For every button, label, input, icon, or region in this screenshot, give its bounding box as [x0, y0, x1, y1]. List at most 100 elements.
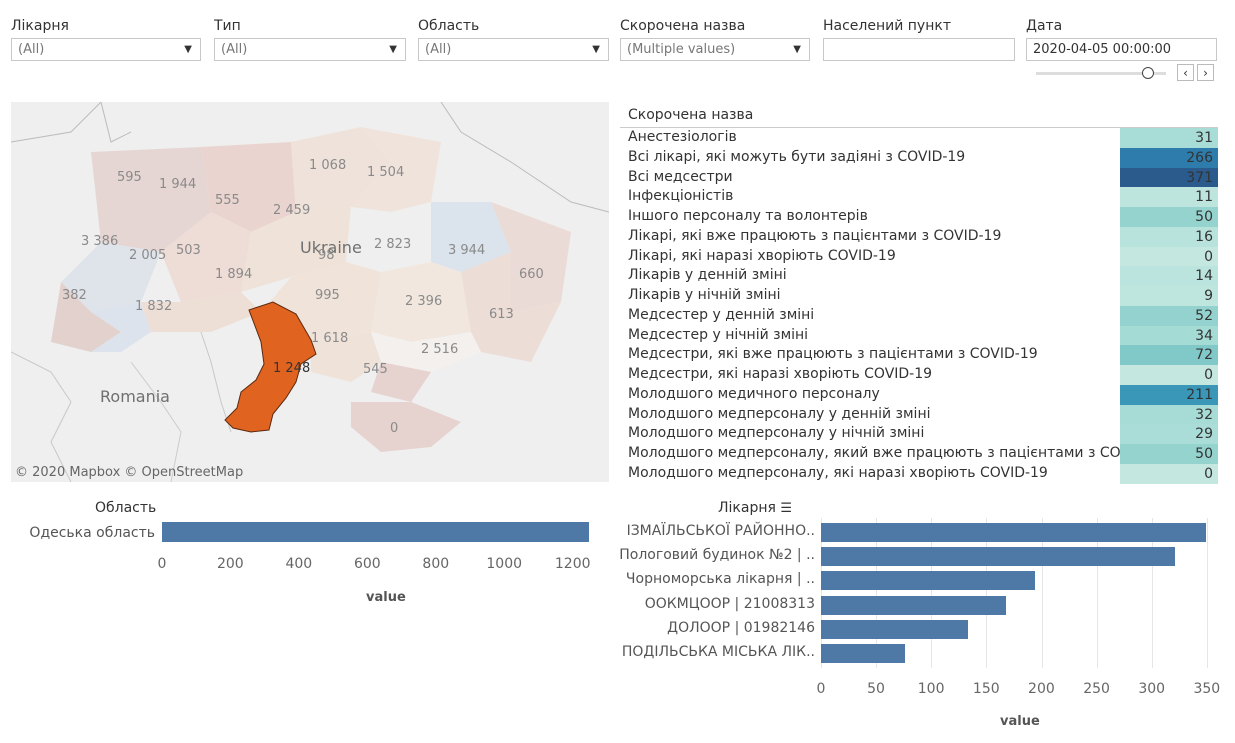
table-row[interactable]: Всі лікарі, які можуть бути задіяні з CO…: [620, 147, 1218, 168]
date-next-button[interactable]: ›: [1197, 64, 1214, 81]
bar-label: ПОДІЛЬСЬКА МІСЬКА ЛІК..: [621, 644, 815, 660]
row-label: Лікарі, які вже працюють з пацієнтами з …: [628, 227, 1002, 244]
row-value: 371: [1120, 167, 1218, 188]
row-label: Анестезіологів: [628, 129, 737, 145]
map-value-label: 1 248: [273, 361, 311, 376]
filter-date: Дата 2020-04-05 00:00:00: [1026, 16, 1217, 61]
map-graphic: [11, 102, 609, 482]
table-row[interactable]: Молодшого медперсоналу, які наразі хворі…: [620, 463, 1218, 484]
filter-hospital: Лікарня (All) ▼: [11, 16, 201, 61]
x-tick-label: 50: [867, 681, 885, 697]
row-value: 32: [1120, 404, 1218, 425]
x-tick-label: 100: [917, 681, 945, 697]
table-row[interactable]: Молодшого медперсоналу, який вже працюют…: [620, 444, 1218, 464]
x-tick-label: 0: [816, 681, 826, 697]
map-value-label: 1 944: [159, 177, 197, 192]
filter-short-name: Скорочена назва (Multiple values) ▼: [620, 16, 810, 61]
staff-table: Анестезіологів 31 Всі лікарі, які можуть б…: [620, 127, 1218, 484]
bar-label: Чорноморська лікарня | ..: [625, 571, 815, 588]
table-row[interactable]: Медсестер у нічній зміні 34: [620, 325, 1218, 346]
x-tick-label: 0: [157, 556, 167, 572]
gridline: [986, 518, 988, 668]
region-chart-xlabel: value: [366, 590, 406, 605]
bar[interactable]: [821, 644, 905, 663]
row-value: 50: [1120, 444, 1218, 464]
row-label: Лікарів у денній зміні: [628, 267, 787, 284]
bar-label: Одеська область: [29, 525, 155, 541]
row-label: Всі медсестри: [628, 168, 733, 185]
date-input[interactable]: 2020-04-05 00:00:00: [1026, 38, 1217, 61]
date-prev-button[interactable]: ‹: [1177, 64, 1194, 81]
map-copyright[interactable]: © 2020 Mapbox © OpenStreetMap: [15, 465, 244, 480]
date-slider-handle[interactable]: [1142, 67, 1154, 79]
bar[interactable]: [162, 522, 590, 542]
bar[interactable]: [821, 523, 1206, 542]
date-slider[interactable]: [1036, 67, 1166, 79]
short-name-select[interactable]: (Multiple values) ▼: [620, 38, 810, 61]
table-row[interactable]: Молодшого медперсоналу у нічній зміні 29: [620, 424, 1218, 444]
row-label: Молодшого медперсоналу, які наразі хворі…: [628, 464, 1048, 481]
row-value: 14: [1120, 266, 1218, 286]
map-value-label: 1 504: [367, 165, 405, 180]
table-row[interactable]: Лікарів у денній зміні 14: [620, 266, 1218, 286]
chevron-down-icon: ▼: [389, 44, 397, 55]
type-select[interactable]: (All) ▼: [214, 38, 406, 61]
table-row[interactable]: Всі медсестри 371: [620, 167, 1218, 188]
row-value: 31: [1120, 128, 1218, 148]
map-country-label: Romania: [100, 387, 170, 406]
hospital-select[interactable]: (All) ▼: [11, 38, 201, 61]
chevron-down-icon: ▼: [793, 44, 801, 55]
x-tick-label: 600: [353, 556, 381, 572]
map-value-label: 1 618: [311, 331, 349, 346]
bar-label: Пологовий будинок №2 | ..: [619, 547, 815, 564]
row-value: 52: [1120, 305, 1218, 326]
map-value-label: 595: [117, 170, 142, 185]
map-value-label: 2 396: [405, 294, 443, 309]
table-row[interactable]: Лікарі, які вже працюють з пацієнтами з …: [620, 226, 1218, 247]
row-value: 34: [1120, 325, 1218, 346]
map-value-label: 2 516: [421, 342, 459, 357]
map-value-label: 3 386: [81, 234, 119, 249]
row-label: Молодшого медичного персоналу: [628, 385, 880, 402]
row-value: 16: [1120, 226, 1218, 247]
map-value-label: 3 944: [448, 243, 486, 258]
map-value-label: 2 005: [129, 248, 167, 263]
row-label: Молодшого медперсоналу у денній зміні: [628, 405, 931, 422]
row-label: Медсестер у денній зміні: [628, 306, 815, 323]
table-row[interactable]: Анестезіологів 31: [620, 128, 1218, 148]
table-row[interactable]: Медсестри, які наразі хворіють COVID-19 0: [620, 365, 1218, 385]
row-value: 0: [1120, 463, 1218, 484]
x-tick-label: 800: [422, 556, 450, 572]
gridline: [931, 518, 933, 668]
table-row[interactable]: Іншого персоналу та волонтерів 50: [620, 207, 1218, 227]
row-value: 29: [1120, 424, 1218, 444]
ukraine-map[interactable]: Ukraine Romania 595 1 944 1 068 1 504 55…: [11, 102, 609, 482]
table-row[interactable]: Лікарів у нічній зміні 9: [620, 286, 1218, 306]
x-tick-label: 200: [216, 556, 244, 572]
bar[interactable]: [821, 547, 1175, 567]
region-select[interactable]: (All) ▼: [418, 38, 609, 61]
bar[interactable]: [821, 595, 1007, 615]
table-row[interactable]: Медсестер у денній зміні 52: [620, 305, 1218, 326]
row-value: 266: [1120, 147, 1218, 168]
bar[interactable]: [821, 571, 1035, 591]
filter-region: Область (All) ▼: [418, 16, 609, 61]
gridline: [1151, 518, 1153, 668]
table-row[interactable]: Лікарі, які наразі хворіють COVID-19 0: [620, 246, 1218, 267]
table-row[interactable]: Молодшого медперсоналу у денній зміні 32: [620, 404, 1218, 425]
map-value-label: 2 823: [374, 237, 412, 252]
filter-settlement: Населений пункт: [823, 16, 1015, 61]
bar-label: ІЗМАЇЛЬСЬКОЇ РАЙОННО..: [626, 523, 815, 539]
bar[interactable]: [821, 619, 968, 639]
map-value-label: 1 068: [309, 158, 347, 173]
table-row[interactable]: Інфекціоністів 11: [620, 187, 1218, 207]
map-value-label: 660: [519, 267, 544, 282]
sort-descending-icon[interactable]: ☰: [780, 501, 793, 516]
map-value-label: 555: [215, 193, 240, 208]
settlement-input[interactable]: [823, 38, 1015, 61]
filter-label: Тип: [214, 18, 241, 34]
hospital-chart-header: Лікарня ☰: [718, 500, 793, 516]
table-row[interactable]: Медсестри, які вже працюють з пацієнтами…: [620, 345, 1218, 365]
table-row[interactable]: Молодшого медичного персоналу 211: [620, 384, 1218, 405]
row-label: Всі лікарі, які можуть бути задіяні з CO…: [628, 148, 966, 165]
